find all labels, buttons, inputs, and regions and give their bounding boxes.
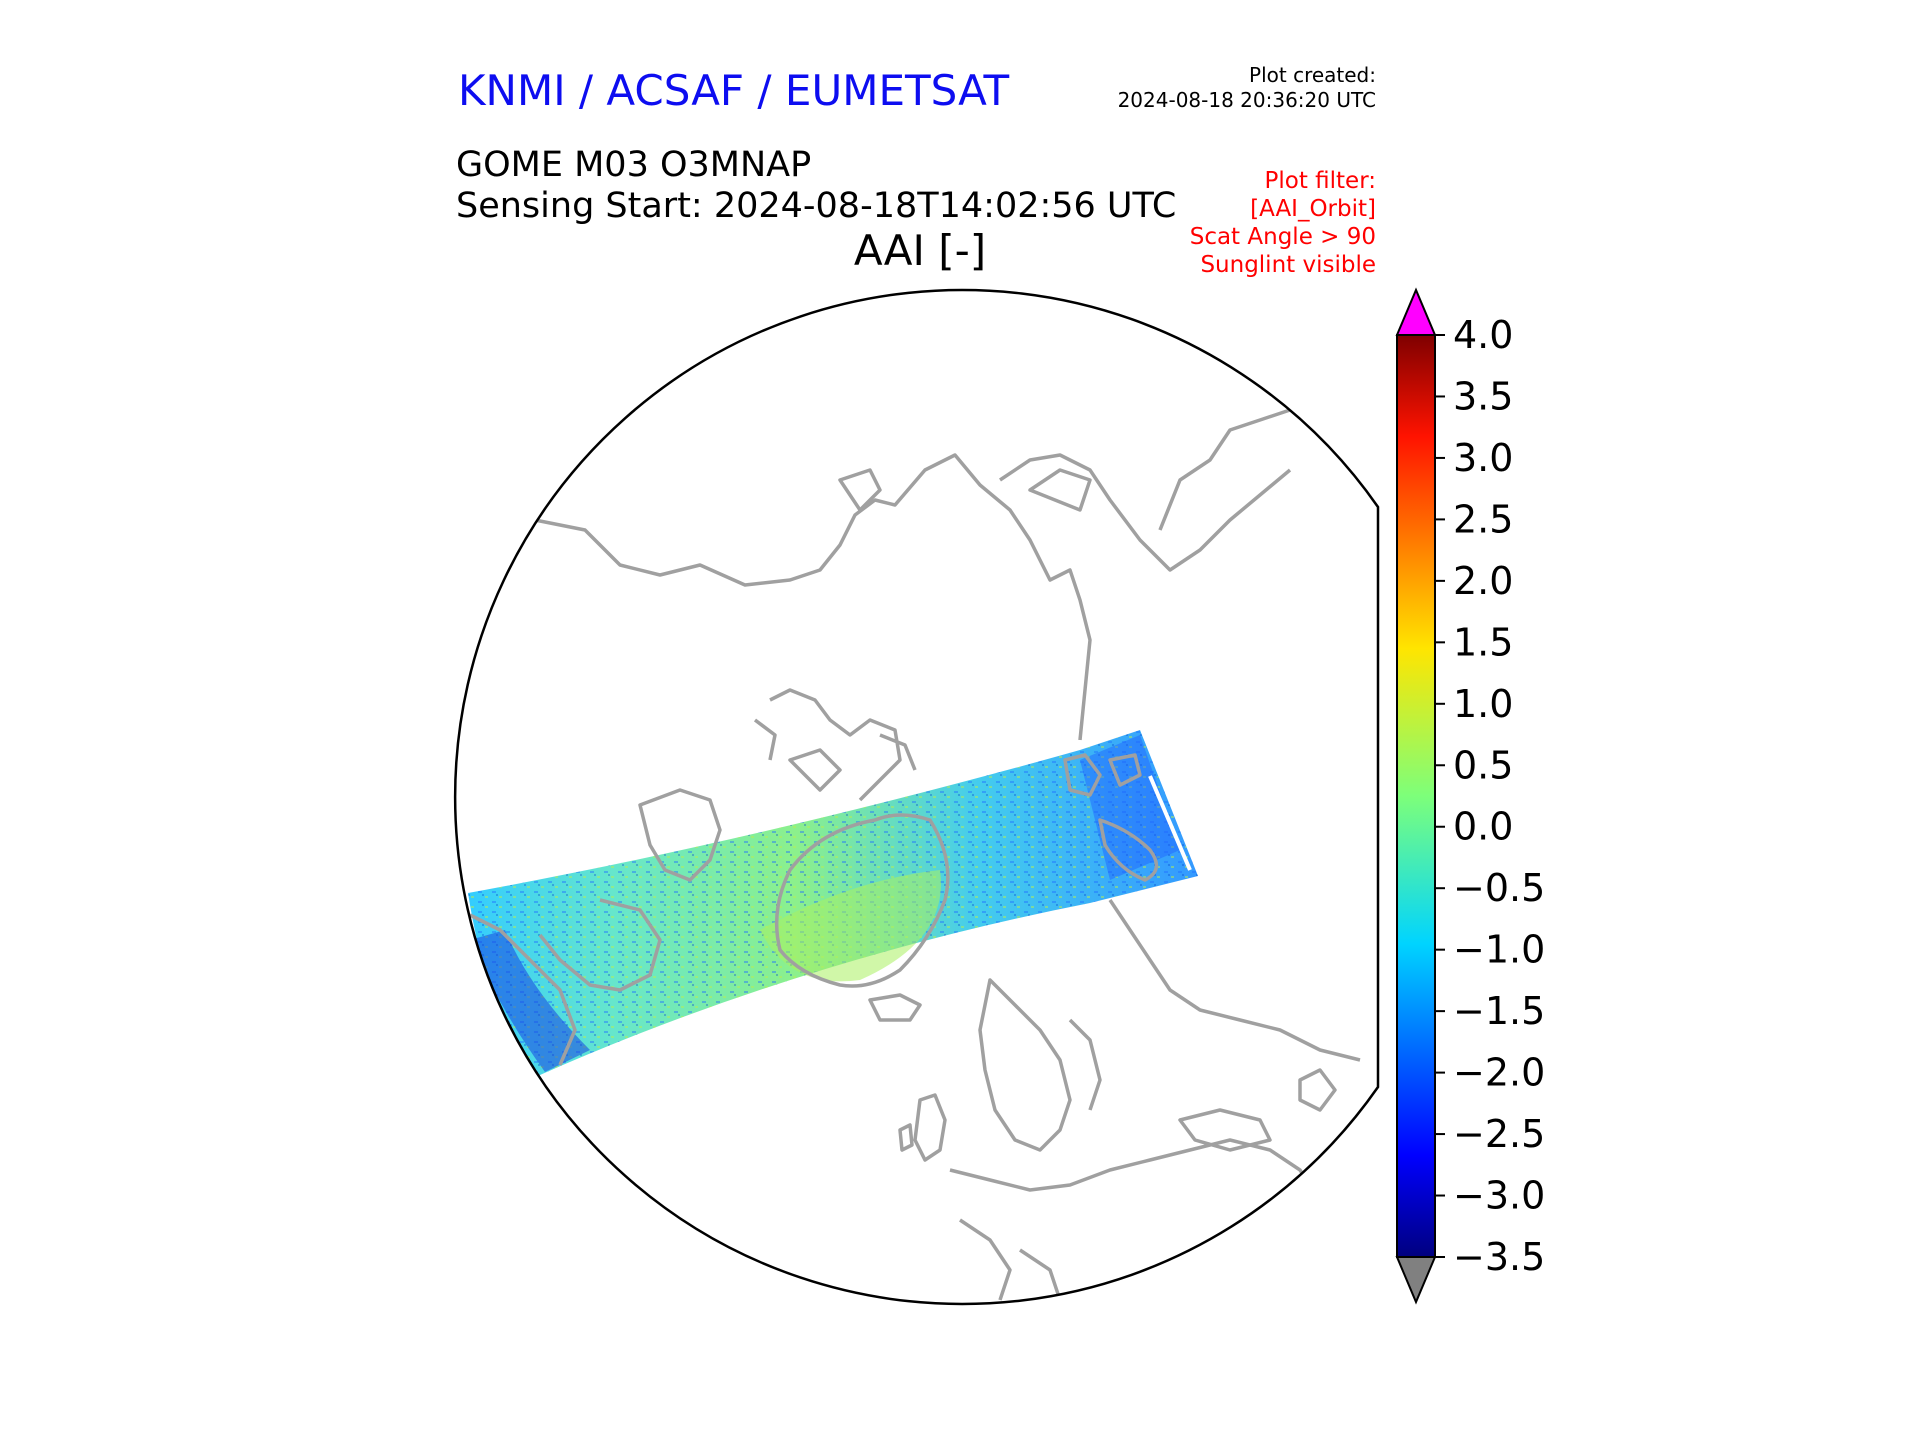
colorbar-tick-label: 2.5: [1453, 497, 1513, 541]
colorbar-tick-label: −3.5: [1453, 1235, 1545, 1279]
colorbar-tick-label: 1.0: [1453, 682, 1513, 726]
product-name: GOME M03 O3MNAP: [456, 145, 812, 185]
colorbar-tick-label: 0.5: [1453, 743, 1513, 787]
coast-novaya-zemlya: [1098, 818, 1159, 882]
plot-filter-orbit: [AAI_Orbit]: [1250, 196, 1376, 222]
sensing-start: Sensing Start: 2024-08-18T14:02:56 UTC: [456, 186, 1177, 226]
colorbar-ticks: 4.0 3.5 3.0 2.5 2.0 1.5 1.0 0.5 0.0 −0.5 −1.0 −1.5 −…: [1435, 313, 1545, 1279]
map-boundary: [453, 288, 1380, 1306]
coast-baffin-island: [638, 788, 722, 882]
plot-filter-sunglint: Sunglint visible: [1200, 252, 1376, 278]
organisation-title: KNMI / ACSAF / EUMETSAT: [458, 66, 1010, 115]
coast-caspian-black-sea: [1178, 1068, 1337, 1152]
plot-filter-heading: Plot filter:: [1264, 168, 1376, 194]
colorbar-tick-label: −2.0: [1453, 1051, 1545, 1095]
coast-canada-arctic: [753, 688, 917, 802]
aai-swath: [468, 730, 1198, 1075]
coast-hudson-bay: [538, 898, 662, 992]
colorbar: 4.0 3.5 3.0 2.5 2.0 1.5 1.0 0.5 0.0 −0.5 −1.0 −1.5 −…: [1395, 287, 1545, 1305]
coast-alaska: [1158, 378, 1371, 531]
plot-created-time: 2024-08-18 20:36:20 UTC: [1117, 88, 1376, 112]
colorbar-tick-label: −1.5: [1453, 989, 1545, 1033]
colorbar-tick-label: 0.0: [1453, 805, 1513, 849]
coast-svalbard-fjl: [1063, 753, 1142, 797]
coast-uk: [898, 1093, 947, 1162]
coast-chukotka: [999, 453, 1292, 572]
variable-title: AAI [-]: [853, 226, 987, 275]
coast-europe: [949, 1138, 1322, 1301]
plot-created-label: Plot created:: [1249, 63, 1376, 87]
colorbar-tick-label: 1.5: [1453, 620, 1513, 664]
colorbar-tick-label: −2.5: [1453, 1112, 1545, 1156]
colorbar-gradient: [1396, 334, 1436, 1258]
colorbar-tick-label: 3.5: [1453, 374, 1513, 418]
coastlines: [469, 378, 1371, 1301]
coast-greenland: [774, 813, 950, 988]
map-disk: [468, 378, 1371, 1301]
colorbar-tick-label: −0.5: [1453, 866, 1545, 910]
colorbar-tick-label: −3.0: [1453, 1174, 1545, 1218]
coast-scandinavia: [978, 978, 1102, 1152]
coast-asia-north: [534, 453, 1092, 741]
coast-iceland: [868, 993, 922, 1022]
coast-russia-west: [1108, 899, 1361, 1062]
coast-siberia-islands: [838, 468, 1092, 512]
coast-canada-west: [469, 913, 577, 1066]
colorbar-tick-label: 3.0: [1453, 436, 1513, 480]
plot-filter-scat-angle: Scat Angle > 90: [1189, 224, 1376, 250]
colorbar-tick-label: −1.0: [1453, 928, 1545, 972]
colorbar-over-arrow: [1395, 287, 1437, 336]
colorbar-tick-label: 2.0: [1453, 559, 1513, 603]
colorbar-tick-label: 4.0: [1453, 313, 1513, 357]
colorbar-under-arrow: [1395, 1256, 1437, 1305]
